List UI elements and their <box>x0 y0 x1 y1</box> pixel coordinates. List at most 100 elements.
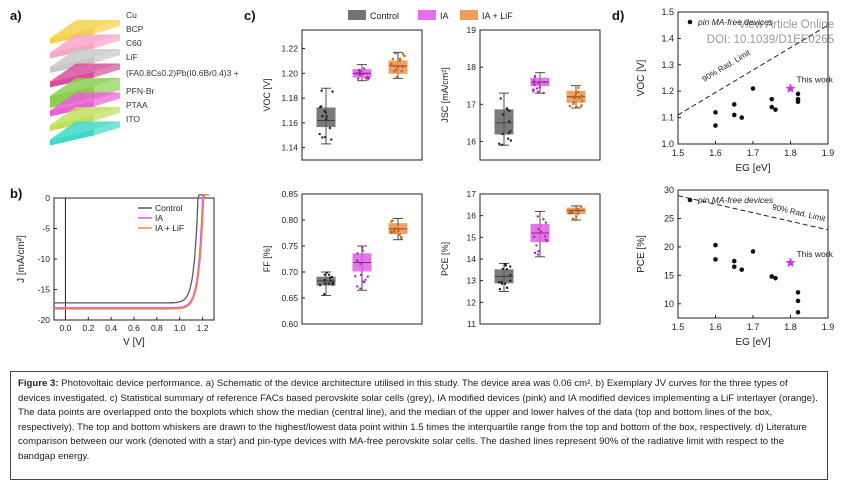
data-point <box>537 82 541 85</box>
caption-text: Photovoltaic device performance. a) Sche… <box>18 378 818 462</box>
y-tick-label: 1.2 <box>661 86 674 96</box>
y-tick-label: 1.1 <box>661 113 674 123</box>
panel-label-c: c) <box>244 8 256 23</box>
data-point <box>542 218 545 221</box>
y-tick-label: 17 <box>467 99 477 109</box>
data-point <box>318 132 321 136</box>
data-point <box>330 138 333 141</box>
y-tick-label: 10 <box>664 299 674 309</box>
y-tick-label: 0.85 <box>281 189 298 199</box>
y-tick-label: -5 <box>42 224 50 234</box>
data-point <box>327 282 331 285</box>
data-point <box>533 251 537 255</box>
data-point <box>398 57 402 61</box>
data-point <box>366 78 370 81</box>
x-tick-label: 1.6 <box>709 322 722 332</box>
layer-front <box>50 129 94 146</box>
layer-label: ITO <box>126 114 140 124</box>
literature-point <box>713 110 718 115</box>
data-point <box>533 83 536 87</box>
data-point <box>357 71 360 75</box>
data-point <box>390 220 393 223</box>
data-point <box>366 275 369 278</box>
data-point <box>568 104 572 108</box>
legend-marker <box>687 197 693 203</box>
layer-front <box>50 42 94 59</box>
x-tick-label: 1.8 <box>784 322 797 332</box>
data-point <box>356 252 359 255</box>
data-point <box>320 89 323 92</box>
data-point <box>537 249 540 253</box>
data-point <box>536 215 540 218</box>
data-point <box>355 72 358 75</box>
y-axis-label: FF [%] <box>262 246 272 273</box>
y-tick-label: 1.5 <box>661 7 674 17</box>
data-point <box>577 212 580 216</box>
data-point <box>572 217 575 220</box>
data-point <box>322 292 326 296</box>
layer-side <box>94 107 120 121</box>
literature-point <box>750 249 756 254</box>
data-point <box>509 130 512 133</box>
data-point <box>356 285 359 288</box>
data-point <box>543 235 547 238</box>
data-point <box>403 54 406 58</box>
layer-label: BCP <box>126 24 144 34</box>
data-point <box>324 135 327 139</box>
radiative-limit-line <box>677 24 829 116</box>
data-point <box>538 86 542 89</box>
y-tick-label: 13 <box>467 276 477 286</box>
data-point <box>395 75 398 79</box>
caption-title: Figure 3: <box>18 378 59 389</box>
literature-point <box>739 267 745 272</box>
literature-point <box>713 123 718 128</box>
layer-front <box>50 100 94 117</box>
data-point <box>580 94 583 98</box>
y-tick-label: 19 <box>467 25 477 35</box>
data-point <box>390 62 393 66</box>
data-point <box>533 79 536 82</box>
data-point <box>397 228 400 232</box>
y-tick-label: 30 <box>664 185 674 195</box>
data-point <box>400 70 403 73</box>
panel-label-a: a) <box>10 8 22 23</box>
layer-label: C60 <box>126 38 142 48</box>
device-stack-diagram: Cu BCP C60 LiF (FA0.8Cs0.2)Pb(I0.6Br0.4)3 + … <box>50 10 240 146</box>
jv-curve-1 <box>54 194 209 309</box>
data-point <box>331 90 334 93</box>
data-point <box>395 65 399 68</box>
layer-front <box>50 115 94 131</box>
literature-point <box>731 102 737 107</box>
layer-top <box>50 92 120 111</box>
x-tick-label: 1.2 <box>197 323 209 333</box>
y-tick-label: 1.16 <box>281 118 298 128</box>
data-point <box>508 120 511 123</box>
jv-curve-0 <box>54 194 204 304</box>
y-tick-label: 1.0 <box>661 139 674 149</box>
data-point <box>325 115 329 118</box>
x-tick-label: 0.6 <box>128 323 140 333</box>
data-point <box>501 132 504 136</box>
y-tick-label: 1.20 <box>281 68 298 78</box>
layer-top <box>50 34 120 53</box>
layer-label: Cu <box>126 10 137 20</box>
data-point <box>363 280 366 284</box>
y-tick-label: 15 <box>467 232 477 242</box>
literature-point <box>713 257 718 262</box>
data-point <box>361 246 364 249</box>
data-point <box>574 92 578 95</box>
data-point <box>501 267 504 271</box>
legend-swatch <box>348 10 366 20</box>
data-point <box>500 143 504 146</box>
y-tick-label: 0.75 <box>281 241 298 251</box>
data-point <box>318 283 322 287</box>
legend-swatch <box>418 10 436 20</box>
y-tick-label: 12 <box>467 297 477 307</box>
data-point <box>533 75 537 79</box>
literature-point <box>750 86 756 91</box>
data-point <box>505 268 509 271</box>
data-point <box>362 67 366 70</box>
data-point <box>578 96 581 100</box>
data-point <box>359 262 362 265</box>
legend-label: IA + LiF <box>482 11 513 21</box>
